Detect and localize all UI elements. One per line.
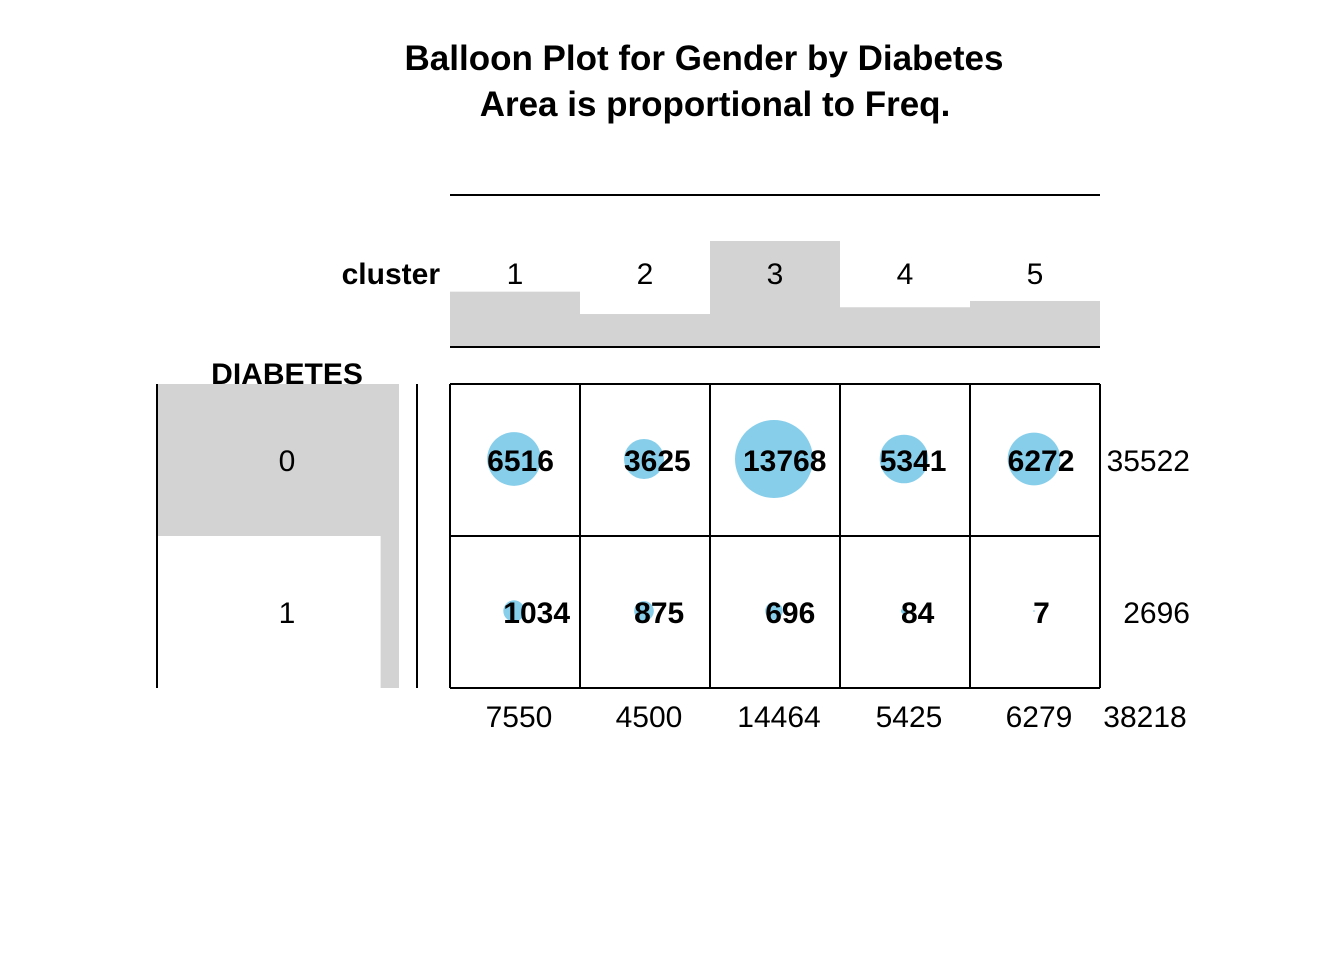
cell-values: 6516 3625 13768 5341 6272 1034 875 696 84 7 (487, 445, 1074, 630)
chart-subtitle: Area is proportional to Freq. (480, 85, 951, 124)
cell-value: 7 (1033, 597, 1050, 630)
column-marginal-bar (970, 300, 1100, 347)
row-total: 2696 (1123, 597, 1190, 630)
cell-value: 84 (901, 597, 935, 630)
row-variable-label: DIABETES (211, 358, 363, 391)
row-labels: 01 (279, 445, 296, 630)
column-marginal-bars (450, 241, 1100, 347)
grid-lines (449, 383, 1101, 689)
chart-title: Balloon Plot for Gender by Diabetes (405, 39, 1004, 78)
row-marginal-bars (157, 384, 399, 688)
column-total: 5425 (876, 701, 943, 734)
row-marginal-bar (380, 536, 399, 688)
column-marginal-bar (710, 241, 840, 347)
balloons (487, 420, 1061, 622)
column-label: 5 (1027, 258, 1044, 291)
cell-value: 3625 (624, 445, 691, 478)
column-label: 1 (507, 258, 524, 291)
column-label: 4 (897, 258, 914, 291)
balloon (503, 600, 525, 622)
balloon (1033, 610, 1035, 612)
balloon (634, 601, 654, 621)
column-marginal-bar (450, 291, 580, 347)
column-marginal-bar (840, 307, 970, 347)
grand-total: 38218 (1103, 701, 1186, 734)
cell-value: 13768 (743, 445, 826, 478)
column-total: 14464 (737, 701, 820, 734)
balloon (487, 432, 541, 486)
balloon (900, 607, 908, 615)
cell-value: 875 (634, 597, 684, 630)
cell-value: 6516 (487, 445, 554, 478)
column-label: 2 (637, 258, 654, 291)
row-marginal-bar (157, 384, 399, 536)
row-label: 1 (279, 597, 296, 630)
row-label: 0 (279, 445, 296, 478)
cell-value: 696 (765, 597, 815, 630)
row-totals: 35522 2696 (1107, 445, 1190, 630)
balloon (735, 420, 813, 498)
cell-value: 6272 (1008, 445, 1075, 478)
column-marginal-bar (580, 314, 710, 347)
balloon (879, 434, 929, 484)
cell-value: 1034 (503, 597, 570, 630)
column-total: 7550 (486, 701, 553, 734)
balloon (765, 602, 783, 620)
column-total: 6279 (1006, 701, 1073, 734)
column-totals: 7550 4500 14464 5425 6279 (486, 701, 1073, 734)
cell-value: 5341 (880, 445, 947, 478)
balloon (623, 438, 665, 480)
col-variable-label: cluster (342, 258, 441, 291)
balloon (1007, 432, 1061, 486)
row-total: 35522 (1107, 445, 1190, 478)
column-label: 3 (767, 258, 784, 291)
column-labels: 1 2 3 4 5 (507, 258, 1044, 291)
column-total: 4500 (616, 701, 683, 734)
